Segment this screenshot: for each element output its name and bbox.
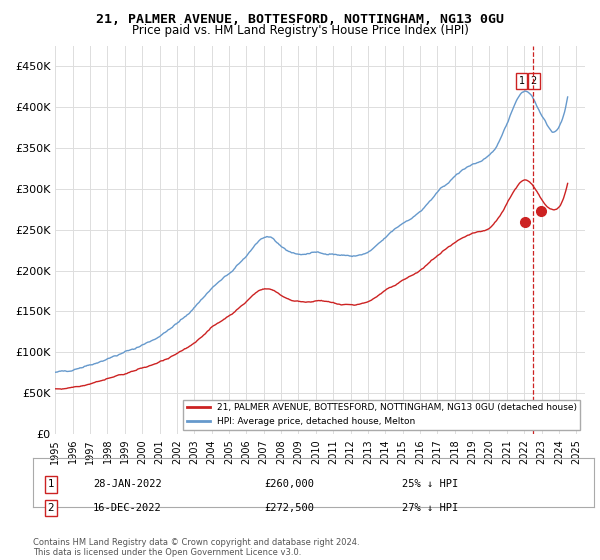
Text: 1: 1 [47, 479, 55, 489]
Text: 21, PALMER AVENUE, BOTTESFORD, NOTTINGHAM, NG13 0GU: 21, PALMER AVENUE, BOTTESFORD, NOTTINGHA… [96, 13, 504, 26]
Text: 2: 2 [47, 503, 55, 513]
Text: £272,500: £272,500 [264, 503, 314, 513]
Legend: 21, PALMER AVENUE, BOTTESFORD, NOTTINGHAM, NG13 0GU (detached house), HPI: Avera: 21, PALMER AVENUE, BOTTESFORD, NOTTINGHA… [184, 400, 580, 430]
Text: 1: 1 [518, 76, 524, 86]
Text: £260,000: £260,000 [264, 479, 314, 489]
Text: Contains HM Land Registry data © Crown copyright and database right 2024.
This d: Contains HM Land Registry data © Crown c… [33, 538, 359, 557]
Text: 16-DEC-2022: 16-DEC-2022 [93, 503, 162, 513]
Text: 25% ↓ HPI: 25% ↓ HPI [402, 479, 458, 489]
Text: Price paid vs. HM Land Registry's House Price Index (HPI): Price paid vs. HM Land Registry's House … [131, 24, 469, 36]
Text: 27% ↓ HPI: 27% ↓ HPI [402, 503, 458, 513]
Text: 28-JAN-2022: 28-JAN-2022 [93, 479, 162, 489]
Text: 2: 2 [530, 76, 537, 86]
